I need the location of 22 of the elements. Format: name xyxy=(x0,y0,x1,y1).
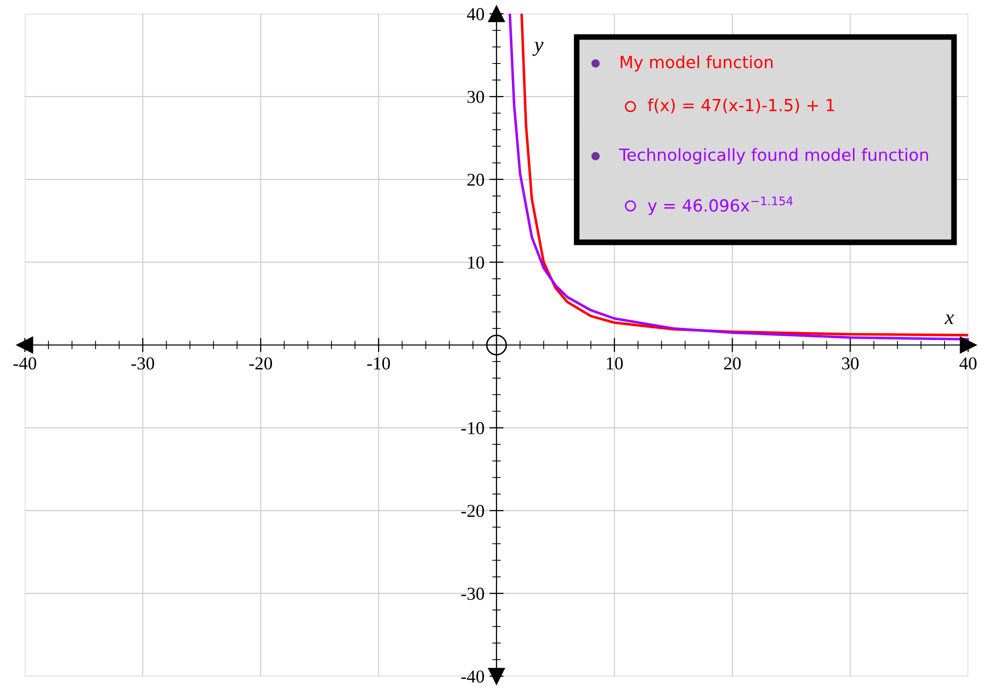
x-tick-label: -30 xyxy=(131,357,154,370)
x-tick-label: 30 xyxy=(842,357,859,370)
y-axis-title: y xyxy=(532,42,544,56)
annotation: y = 46.096x$^{−1.154}$ xyxy=(648,196,793,215)
x-tick-label: -10 xyxy=(367,357,390,370)
y-tick-label: 10 xyxy=(468,256,484,269)
y-tick-label: -30 xyxy=(461,588,484,600)
annotation: f(x) = 47(x-1)-1.5) + 1 xyxy=(648,98,834,114)
y-tick-label: -40 xyxy=(461,670,484,683)
annotation: Technologically found model function xyxy=(619,148,928,164)
x-tick-label: 10 xyxy=(606,357,623,370)
y-tick-label: -20 xyxy=(461,504,484,518)
x-axis-title: x xyxy=(944,314,954,324)
y-tick-label: -10 xyxy=(461,422,484,434)
y-tick-label: 30 xyxy=(468,90,484,104)
y-tick-label: 40 xyxy=(466,8,484,20)
x-tick-label: -20 xyxy=(249,357,272,370)
y-tick-label: 20 xyxy=(467,174,484,186)
x-tick-label: 40 xyxy=(960,357,977,370)
x-tick-label: 20 xyxy=(724,357,741,370)
annotation: My model function xyxy=(620,55,773,72)
x-tick-label: -40 xyxy=(13,357,36,370)
